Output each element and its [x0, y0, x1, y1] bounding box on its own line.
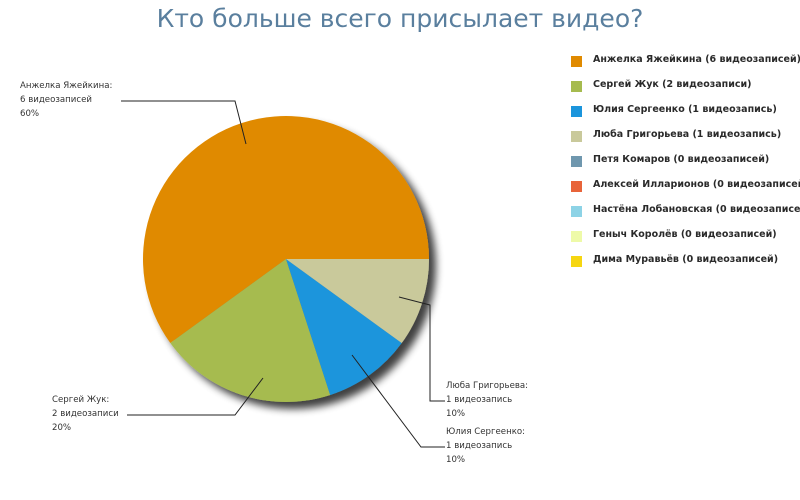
legend-item: Дима Муравьёв (0 видеозаписей): [571, 253, 791, 278]
slice-label-line: Юлия Сергеенко:: [446, 427, 525, 437]
callout-group: Анжелка Яжейкина: 6 видеозаписей 60% Сергей…: [20, 81, 528, 465]
legend-label: Алексей Илларионов (0 видеозаписей): [593, 179, 800, 190]
legend-item: Люба Григорьева (1 видеозапись): [571, 128, 791, 153]
legend-item: Алексей Илларионов (0 видеозаписей): [571, 178, 800, 203]
legend-swatch: [571, 156, 582, 167]
legend-label: Геныч Королёв (0 видеозаписей): [593, 229, 777, 240]
slice-label-line: 60%: [20, 109, 39, 119]
legend-label: Люба Григорьева (1 видеозапись): [593, 129, 782, 140]
slice-label-line: Люба Григорьева:: [446, 381, 528, 391]
slice-label-line: 10%: [446, 455, 465, 465]
legend-label: Анжелка Яжейкина (6 видеозаписей): [593, 54, 800, 65]
legend-item: Сергей Жук (2 видеозаписи): [571, 78, 791, 103]
slice-label-line: 1 видеозапись: [446, 395, 512, 405]
chart-title: Кто больше всего присылает видео?: [156, 4, 644, 33]
legend-item: Анжелка Яжейкина (6 видеозаписей): [571, 53, 800, 78]
slice-label-line: 6 видеозаписей: [20, 95, 92, 105]
slice-label-line: Анжелка Яжейкина:: [20, 81, 112, 91]
legend-swatch: [571, 106, 582, 117]
legend-swatch: [571, 81, 582, 92]
legend-label: Юлия Сергеенко (1 видеозапись): [593, 104, 777, 115]
pie-slice-1: [142, 115, 429, 344]
legend-swatch: [571, 231, 582, 242]
callout-line-4: [398, 296, 445, 402]
legend-label: Дима Муравьёв (0 видеозаписей): [593, 254, 779, 265]
pie-group: [142, 115, 429, 402]
legend-label: Сергей Жук (2 видеозаписи): [593, 79, 752, 90]
legend-item: Геныч Королёв (0 видеозаписей): [571, 228, 791, 253]
legend-swatch: [571, 131, 582, 142]
slice-label-1: Анжелка Яжейкина: 6 видеозаписей 60%: [20, 81, 112, 119]
legend-item: Петя Комаров (0 видеозаписей): [571, 153, 791, 178]
callout-line-2: [127, 377, 264, 416]
callout-line-3: [351, 354, 445, 448]
slice-label-line: 20%: [52, 423, 71, 433]
legend: Анжелка Яжейкина (6 видеозаписей) Сергей …: [571, 53, 800, 278]
pie-slice-3: [286, 259, 402, 395]
legend-swatch: [571, 256, 582, 267]
slice-label-line: Сергей Жук:: [52, 395, 109, 405]
slice-label-3: Юлия Сергеенко: 1 видеозапись 10%: [446, 427, 525, 465]
legend-label: Настёна Лобановская (0 видеозаписей): [593, 204, 800, 215]
legend-swatch: [571, 206, 582, 217]
callout-line-1: [121, 100, 247, 145]
legend-item: Юлия Сергеенко (1 видеозапись): [571, 103, 791, 128]
legend-swatch: [571, 181, 582, 192]
legend-label: Петя Комаров (0 видеозаписей): [593, 154, 770, 165]
slice-label-line: 2 видеозаписи: [52, 409, 119, 419]
legend-item: Настёна Лобановская (0 видеозаписей): [571, 203, 800, 228]
slice-label-line: 1 видеозапись: [446, 441, 512, 451]
slice-label-4: Люба Григорьева: 1 видеозапись 10%: [446, 381, 528, 419]
pie-slice-2: [170, 259, 331, 402]
pie-slice-4: [286, 259, 429, 344]
legend-swatch: [571, 56, 582, 67]
slice-label-2: Сергей Жук: 2 видеозаписи 20%: [52, 395, 119, 433]
slice-label-line: 10%: [446, 409, 465, 419]
